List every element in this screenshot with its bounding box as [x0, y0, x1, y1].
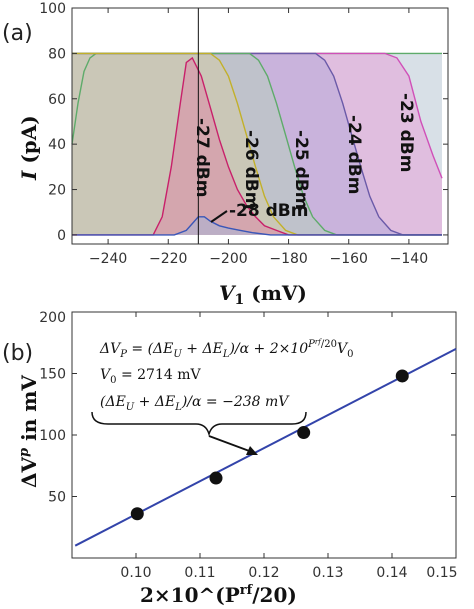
b-xtick-label-1: 0.11	[184, 565, 215, 581]
equation-block: ΔVP = (ΔEU + ΔEL)/α + 2×10Prf/20V0 V0 = …	[91, 338, 353, 455]
a-xtick-label-5: −140	[390, 251, 428, 267]
a-ytick-label-0: 0	[57, 228, 66, 244]
b-ytick-label-2: 150	[39, 367, 66, 383]
panel-a-areas	[72, 53, 442, 235]
panel-a: (a) −240 −220 −200 −180 −160 −140 0 20 40 60 80 10…	[2, 1, 449, 308]
panel-a-y-ticks: 0 20 40 60 80 100	[39, 1, 448, 244]
a-ytick-label-3: 60	[48, 92, 66, 108]
b-xtick-label-3: 0.13	[312, 565, 343, 581]
data-point-2	[297, 426, 311, 440]
data-point-3	[395, 369, 409, 383]
curve-label-24dbm: -24 dBm	[344, 115, 364, 194]
panel-a-frame	[71, 7, 449, 245]
panel-b-x-axis-label: 2×10^(Prf/20)	[140, 583, 297, 607]
b-ytick-label-1: 100	[39, 428, 66, 444]
curve-label-27dbm: -27 dBm	[192, 118, 212, 197]
curve-label-26dbm: -26 dBm	[241, 130, 261, 209]
a-xtick-label-2: −200	[209, 251, 247, 267]
panel-b: (b) 0.10 0.11 0.12 0.13 0.14 0.15 50 100 150 200…	[2, 310, 458, 607]
curve-label-25dbm: -25 dBm	[291, 130, 311, 209]
line-series-5	[72, 216, 442, 236]
b-ytick-label-0: 50	[48, 490, 66, 506]
b-xtick-label-2: 0.12	[248, 565, 279, 581]
panel-a-y-axis-label: I (pA)	[17, 115, 41, 181]
data-point-1	[209, 471, 223, 485]
equation-line-3: (ΔEU + ΔEL)/α = −238 mV	[100, 394, 290, 413]
a-xtick-label-1: −220	[149, 251, 187, 267]
curve-label-28dbm: -28 dBm	[229, 201, 308, 221]
equation-line-1: ΔVP = (ΔEU + ΔEL)/α + 2×10Prf/20V0	[99, 338, 353, 360]
equation-arrow-head	[246, 446, 258, 455]
a-ytick-label-5: 100	[39, 1, 66, 17]
b-xtick-label-0: 0.10	[120, 565, 151, 581]
panel-b-y-ticks: 50 100 150 200	[39, 310, 456, 506]
b-xtick-label-4: 0.14	[376, 565, 407, 581]
panel-b-x-ticks: 0.10 0.11 0.12 0.13 0.14 0.15	[120, 312, 458, 581]
b-ytick-label-3: 200	[39, 310, 66, 326]
equation-brace	[91, 411, 307, 437]
panel-a-lines	[71, 52, 443, 236]
b-xtick-label-5: 0.15	[426, 565, 457, 581]
panel-b-label: (b)	[2, 341, 33, 366]
curve-label-28dbm-pointer	[210, 210, 228, 223]
a-xtick-label-4: −160	[330, 251, 368, 267]
a-xtick-label-3: −180	[269, 251, 307, 267]
area-series-3	[72, 53, 442, 235]
a-ytick-label-1: 20	[48, 183, 66, 199]
panel-a-x-ticks: −240 −220 −200 −180 −160 −140	[89, 8, 428, 267]
equation-arrow	[208, 435, 253, 453]
a-ytick-label-4: 80	[48, 46, 66, 62]
a-xtick-label-0: −240	[89, 251, 127, 267]
panel-a-label: (a)	[2, 21, 33, 46]
line-series-0	[72, 52, 443, 179]
curve-label-23dbm: -23 dBm	[396, 93, 416, 172]
panel-b-y-axis-label: ΔVp in mV	[17, 375, 41, 488]
panel-a-x-axis-label: V1 (mV)	[219, 281, 307, 308]
panel-b-points	[130, 369, 409, 521]
line-series-4	[72, 56, 442, 236]
data-point-0	[130, 507, 144, 521]
equation-line-2: V0 = 2714 mV	[100, 367, 201, 386]
a-ytick-label-2: 40	[48, 137, 66, 153]
